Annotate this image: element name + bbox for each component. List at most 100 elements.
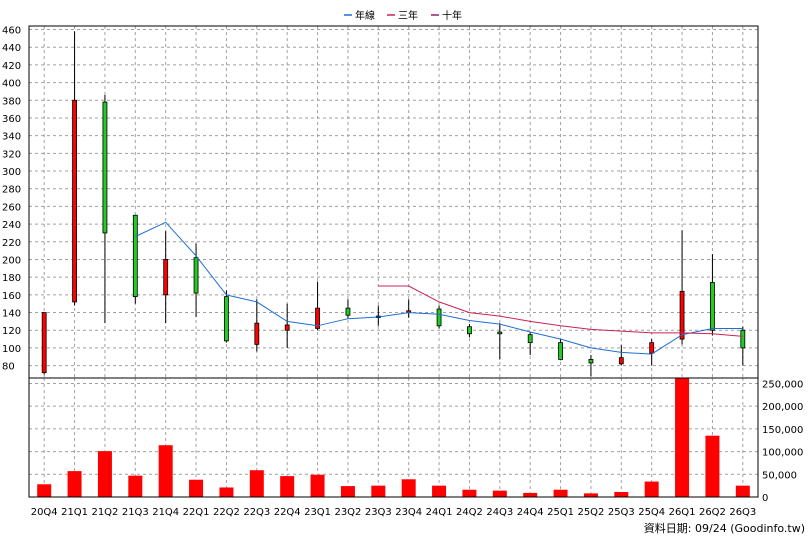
volume-bar	[158, 445, 173, 497]
candle-body	[740, 329, 746, 349]
legend-label-annual: 年線	[355, 9, 375, 22]
price-tick-label: 200	[2, 255, 21, 266]
price-tick-label: 320	[2, 149, 21, 160]
volume-plot-frame	[28, 377, 759, 498]
price-tick-label: 120	[2, 326, 21, 337]
candle-body	[710, 282, 715, 331]
candle-body	[193, 257, 199, 294]
candle-body	[132, 214, 138, 298]
volume-bar	[735, 485, 750, 497]
x-tick-label: 22Q1	[183, 507, 210, 518]
candle-body	[254, 322, 260, 345]
x-tick-label: 20Q4	[31, 507, 58, 518]
volume-bar	[128, 475, 143, 497]
candle-body	[41, 312, 47, 374]
volume-tick-label: 150,000	[762, 425, 803, 436]
price-tick-label: 240	[2, 220, 21, 231]
x-tick-label: 23Q4	[395, 507, 422, 518]
price-tick-label: 280	[2, 185, 21, 196]
candle-body	[618, 357, 624, 365]
annual-ma-line	[135, 221, 743, 355]
price-tick-label: 360	[2, 114, 21, 125]
x-tick-label: 24Q2	[456, 507, 483, 518]
three-year-ma-line	[378, 285, 743, 337]
x-tick-label: 21Q4	[152, 507, 179, 518]
candle-body	[315, 307, 320, 329]
price-tick-label: 220	[2, 238, 21, 249]
volume-bar	[523, 492, 538, 497]
volume-bar	[310, 474, 325, 497]
candle-body	[163, 259, 169, 296]
price-tick-label: 420	[2, 61, 21, 72]
volume-bar	[37, 484, 52, 497]
x-tick-label: 21Q3	[122, 507, 149, 518]
volume-bar	[553, 489, 568, 497]
x-tick-label: 24Q1	[426, 507, 453, 518]
x-tick-label: 24Q4	[517, 507, 544, 518]
x-tick-label: 25Q1	[547, 507, 574, 518]
candle-body	[679, 290, 685, 340]
volume-tick-label: 50,000	[762, 470, 797, 481]
volume-tick-label: 200,000	[762, 402, 803, 413]
price-tick-label: 340	[2, 132, 21, 143]
candle-body	[284, 324, 290, 331]
x-tick-label: 26Q1	[669, 507, 696, 518]
price-tick-label: 160	[2, 291, 21, 302]
volume-bar	[219, 487, 234, 497]
candle-body	[436, 308, 442, 327]
candle-body	[649, 342, 655, 354]
x-tick-label: 26Q2	[699, 507, 726, 518]
price-tick-label: 140	[2, 309, 21, 320]
candle-body	[558, 342, 563, 360]
price-tick-label: 300	[2, 167, 21, 178]
data-source-note: 資料日期: 09/24 (Goodinfo.tw)	[644, 521, 805, 535]
candle-body	[224, 296, 229, 342]
x-tick-label: 24Q3	[486, 507, 513, 518]
volume-bar	[432, 485, 447, 497]
volume-bar	[644, 481, 659, 497]
candle-body	[588, 359, 594, 364]
price-tick-label: 440	[2, 43, 21, 54]
x-tick-label: 21Q1	[61, 507, 88, 518]
volume-bar	[371, 485, 386, 497]
volume-bar	[340, 486, 355, 497]
volume-bar	[675, 378, 690, 497]
x-tick-label: 23Q1	[304, 507, 331, 518]
volume-bar	[97, 451, 112, 497]
volume-tick-label: 0	[762, 493, 768, 504]
x-tick-label: 23Q3	[365, 507, 392, 518]
volume-tick-label: 250,000	[762, 379, 803, 390]
x-tick-label: 25Q3	[608, 507, 635, 518]
candle-body	[102, 101, 108, 234]
x-tick-label: 25Q4	[638, 507, 665, 518]
chart-legend: 年線 三年 十年	[344, 9, 462, 22]
volume-bar	[189, 479, 204, 497]
price-tick-label: 380	[2, 96, 21, 107]
x-tick-label: 21Q2	[91, 507, 118, 518]
volume-tick-label: 100,000	[762, 448, 803, 459]
volume-bar	[462, 489, 477, 497]
price-tick-label: 400	[2, 79, 21, 90]
x-tick-label: 22Q4	[274, 507, 301, 518]
volume-bar	[614, 492, 629, 497]
price-tick-label: 460	[2, 26, 21, 37]
volume-bar	[401, 479, 416, 497]
volume-bar	[583, 493, 598, 497]
volume-bar	[67, 471, 82, 497]
candle-body	[527, 334, 533, 344]
candle-body	[497, 331, 503, 335]
candle-body	[72, 99, 77, 303]
candle-body	[345, 307, 351, 316]
volume-bar	[492, 490, 507, 497]
x-tick-label: 26Q3	[729, 507, 756, 518]
candle-body	[467, 326, 472, 335]
price-tick-label: 180	[2, 273, 21, 284]
price-plot-frame	[28, 25, 759, 379]
legend-label-ten-year: 十年	[442, 9, 462, 22]
volume-bar	[249, 470, 264, 497]
x-tick-label: 22Q3	[243, 507, 270, 518]
legend-label-three-year: 三年	[398, 9, 418, 22]
volume-bar	[705, 435, 720, 497]
x-tick-label: 22Q2	[213, 507, 240, 518]
